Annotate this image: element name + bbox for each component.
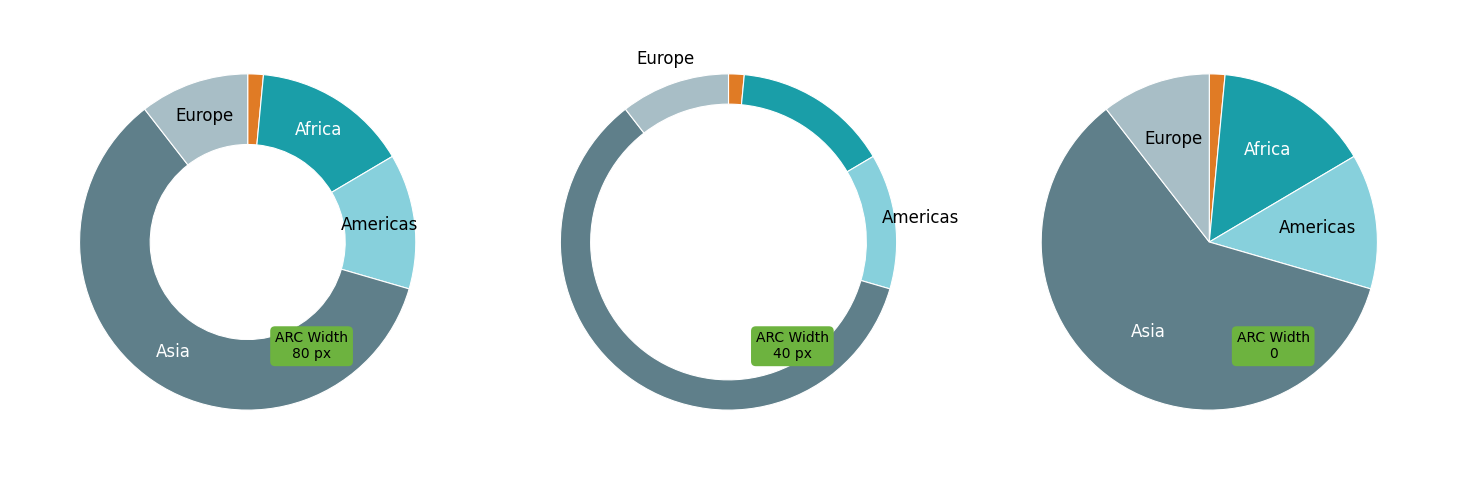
Wedge shape bbox=[1209, 156, 1377, 289]
Text: Americas: Americas bbox=[341, 216, 418, 234]
Wedge shape bbox=[1042, 109, 1371, 410]
Text: Americas: Americas bbox=[1279, 219, 1356, 237]
Text: ARC Width
80 px: ARC Width 80 px bbox=[275, 331, 348, 362]
Text: Europe: Europe bbox=[637, 50, 695, 68]
Wedge shape bbox=[256, 75, 392, 192]
Wedge shape bbox=[728, 74, 745, 105]
Text: ARC Width
40 px: ARC Width 40 px bbox=[756, 331, 829, 362]
Wedge shape bbox=[144, 74, 248, 165]
Wedge shape bbox=[1209, 75, 1354, 242]
Wedge shape bbox=[625, 74, 728, 133]
Text: Africa: Africa bbox=[296, 121, 342, 139]
Text: Asia: Asia bbox=[156, 343, 191, 361]
Text: Asia: Asia bbox=[602, 393, 637, 411]
Text: Europe: Europe bbox=[175, 107, 233, 125]
Wedge shape bbox=[847, 156, 896, 289]
Text: Africa: Africa bbox=[809, 70, 855, 88]
Wedge shape bbox=[80, 109, 409, 410]
Text: Europe: Europe bbox=[1145, 130, 1203, 148]
Wedge shape bbox=[561, 109, 890, 410]
Wedge shape bbox=[332, 156, 415, 289]
Wedge shape bbox=[248, 74, 264, 145]
Text: ARC Width
0: ARC Width 0 bbox=[1237, 331, 1310, 362]
Wedge shape bbox=[742, 75, 873, 172]
Text: Africa: Africa bbox=[1244, 141, 1291, 159]
Wedge shape bbox=[1209, 74, 1225, 242]
Wedge shape bbox=[1106, 74, 1209, 242]
Text: Asia: Asia bbox=[1131, 323, 1166, 341]
Text: Americas: Americas bbox=[881, 209, 959, 227]
